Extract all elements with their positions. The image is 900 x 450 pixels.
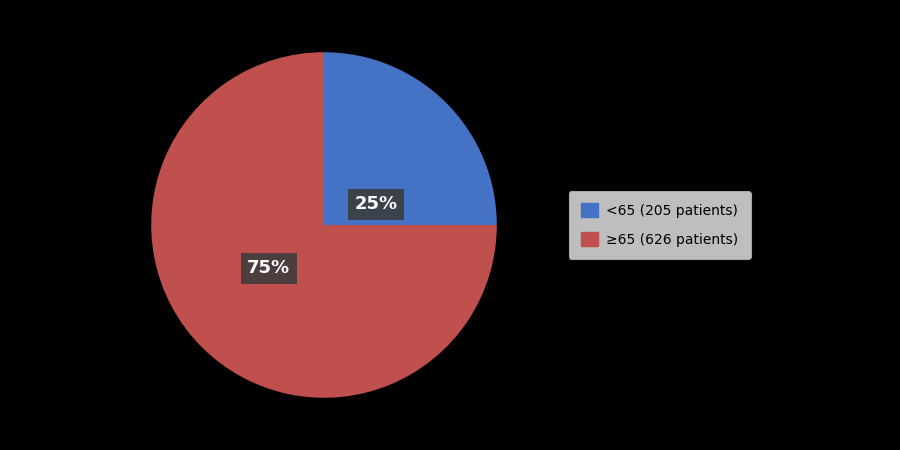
Wedge shape [324, 52, 497, 225]
Text: 75%: 75% [248, 259, 291, 277]
Wedge shape [151, 52, 497, 398]
Legend: <65 (205 patients), ≥65 (626 patients): <65 (205 patients), ≥65 (626 patients) [569, 191, 751, 259]
Text: 25%: 25% [355, 195, 398, 213]
